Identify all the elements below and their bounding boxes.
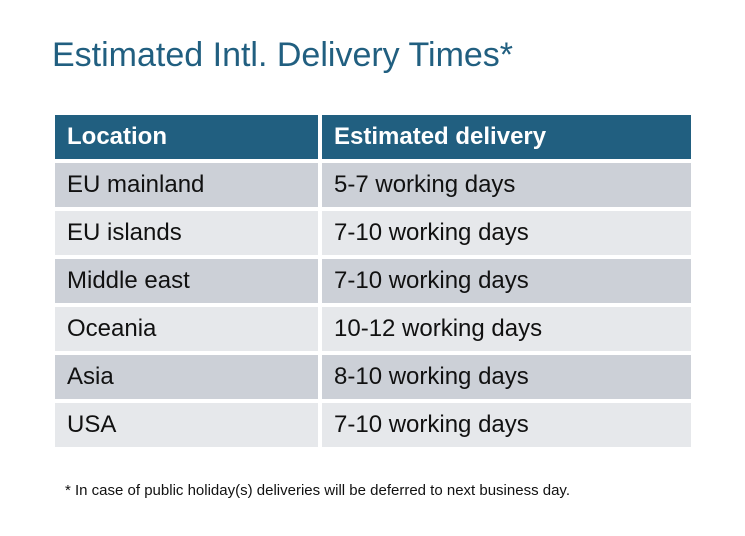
- delivery-table: Location Estimated delivery EU mainland 5…: [51, 111, 695, 451]
- table-row: Oceania 10-12 working days: [55, 307, 691, 351]
- delivery-cell: 7-10 working days: [322, 211, 691, 255]
- delivery-cell: 5-7 working days: [322, 163, 691, 207]
- table-row: EU islands 7-10 working days: [55, 211, 691, 255]
- location-cell: Middle east: [55, 259, 318, 303]
- table-row: EU mainland 5-7 working days: [55, 163, 691, 207]
- location-cell: Asia: [55, 355, 318, 399]
- table-row: USA 7-10 working days: [55, 403, 691, 447]
- table-row: Asia 8-10 working days: [55, 355, 691, 399]
- header-location: Location: [55, 115, 318, 159]
- location-cell: Oceania: [55, 307, 318, 351]
- location-cell: EU mainland: [55, 163, 318, 207]
- location-cell: EU islands: [55, 211, 318, 255]
- page-title: Estimated Intl. Delivery Times*: [52, 36, 514, 74]
- location-cell: USA: [55, 403, 318, 447]
- table-header: Location Estimated delivery: [55, 115, 691, 159]
- header-estimated-delivery: Estimated delivery: [322, 115, 691, 159]
- delivery-cell: 7-10 working days: [322, 259, 691, 303]
- footnote: * In case of public holiday(s) deliverie…: [65, 482, 570, 499]
- delivery-cell: 7-10 working days: [322, 403, 691, 447]
- delivery-cell: 10-12 working days: [322, 307, 691, 351]
- table-row: Middle east 7-10 working days: [55, 259, 691, 303]
- delivery-cell: 8-10 working days: [322, 355, 691, 399]
